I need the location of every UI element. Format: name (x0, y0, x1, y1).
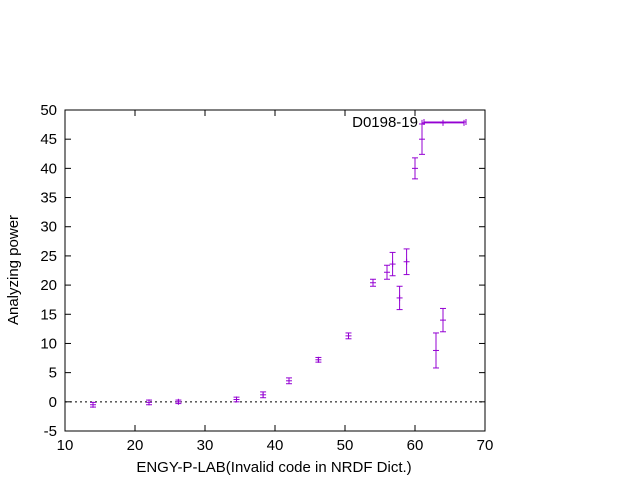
y-axis: -5 0 5 10 15 20 25 30 35 40 45 50 (40, 102, 485, 440)
data-point (233, 396, 240, 403)
y-tick-label: 5 (49, 365, 57, 382)
x-tick-label: 20 (127, 437, 144, 454)
data-point (421, 119, 465, 126)
data-point (403, 248, 410, 276)
x-tick-label: 60 (407, 437, 424, 454)
data-point (419, 123, 425, 155)
data-point (260, 391, 267, 399)
y-tick-label: 25 (40, 248, 57, 265)
data-point (433, 332, 439, 369)
data-point (412, 157, 418, 180)
y-tick-label: 40 (40, 160, 57, 177)
data-point (345, 332, 352, 340)
x-tick-label: 70 (477, 437, 494, 454)
y-tick-label: 30 (40, 219, 57, 236)
y-axis-title: Analyzing power (5, 215, 22, 325)
y-tick-label: 20 (40, 277, 57, 294)
legend-label: D0198-19 (352, 114, 418, 131)
plot-border (64, 109, 486, 432)
y-tick-label: 45 (40, 131, 57, 148)
y-tick-label: 15 (40, 306, 57, 323)
data-point (90, 401, 96, 408)
plot-frame (64, 109, 486, 432)
y-tick-label: 10 (40, 335, 57, 352)
data-point (389, 251, 396, 277)
data-point (396, 285, 403, 311)
data-point (175, 398, 182, 405)
x-tick-label: 50 (337, 437, 354, 454)
x-tick-label: 10 (57, 437, 74, 454)
data-point (286, 377, 292, 385)
y-tick-label: 0 (49, 394, 57, 411)
data-point (384, 264, 390, 280)
data-points (90, 119, 465, 408)
data-point (440, 307, 446, 333)
x-axis: 10 20 30 40 50 60 70 (57, 110, 494, 454)
legend: D0198-19 (352, 114, 467, 131)
data-point (146, 399, 152, 406)
x-tick-label: 30 (197, 437, 214, 454)
y-tick-label: 35 (40, 190, 57, 207)
y-tick-label: -5 (44, 423, 57, 440)
x-tick-label: 40 (267, 437, 284, 454)
data-point (315, 356, 322, 363)
y-tick-label: 50 (40, 102, 57, 119)
data-point (370, 278, 376, 287)
x-axis-title: ENGY-P-LAB(Invalid code in NRDF Dict.) (136, 459, 411, 476)
